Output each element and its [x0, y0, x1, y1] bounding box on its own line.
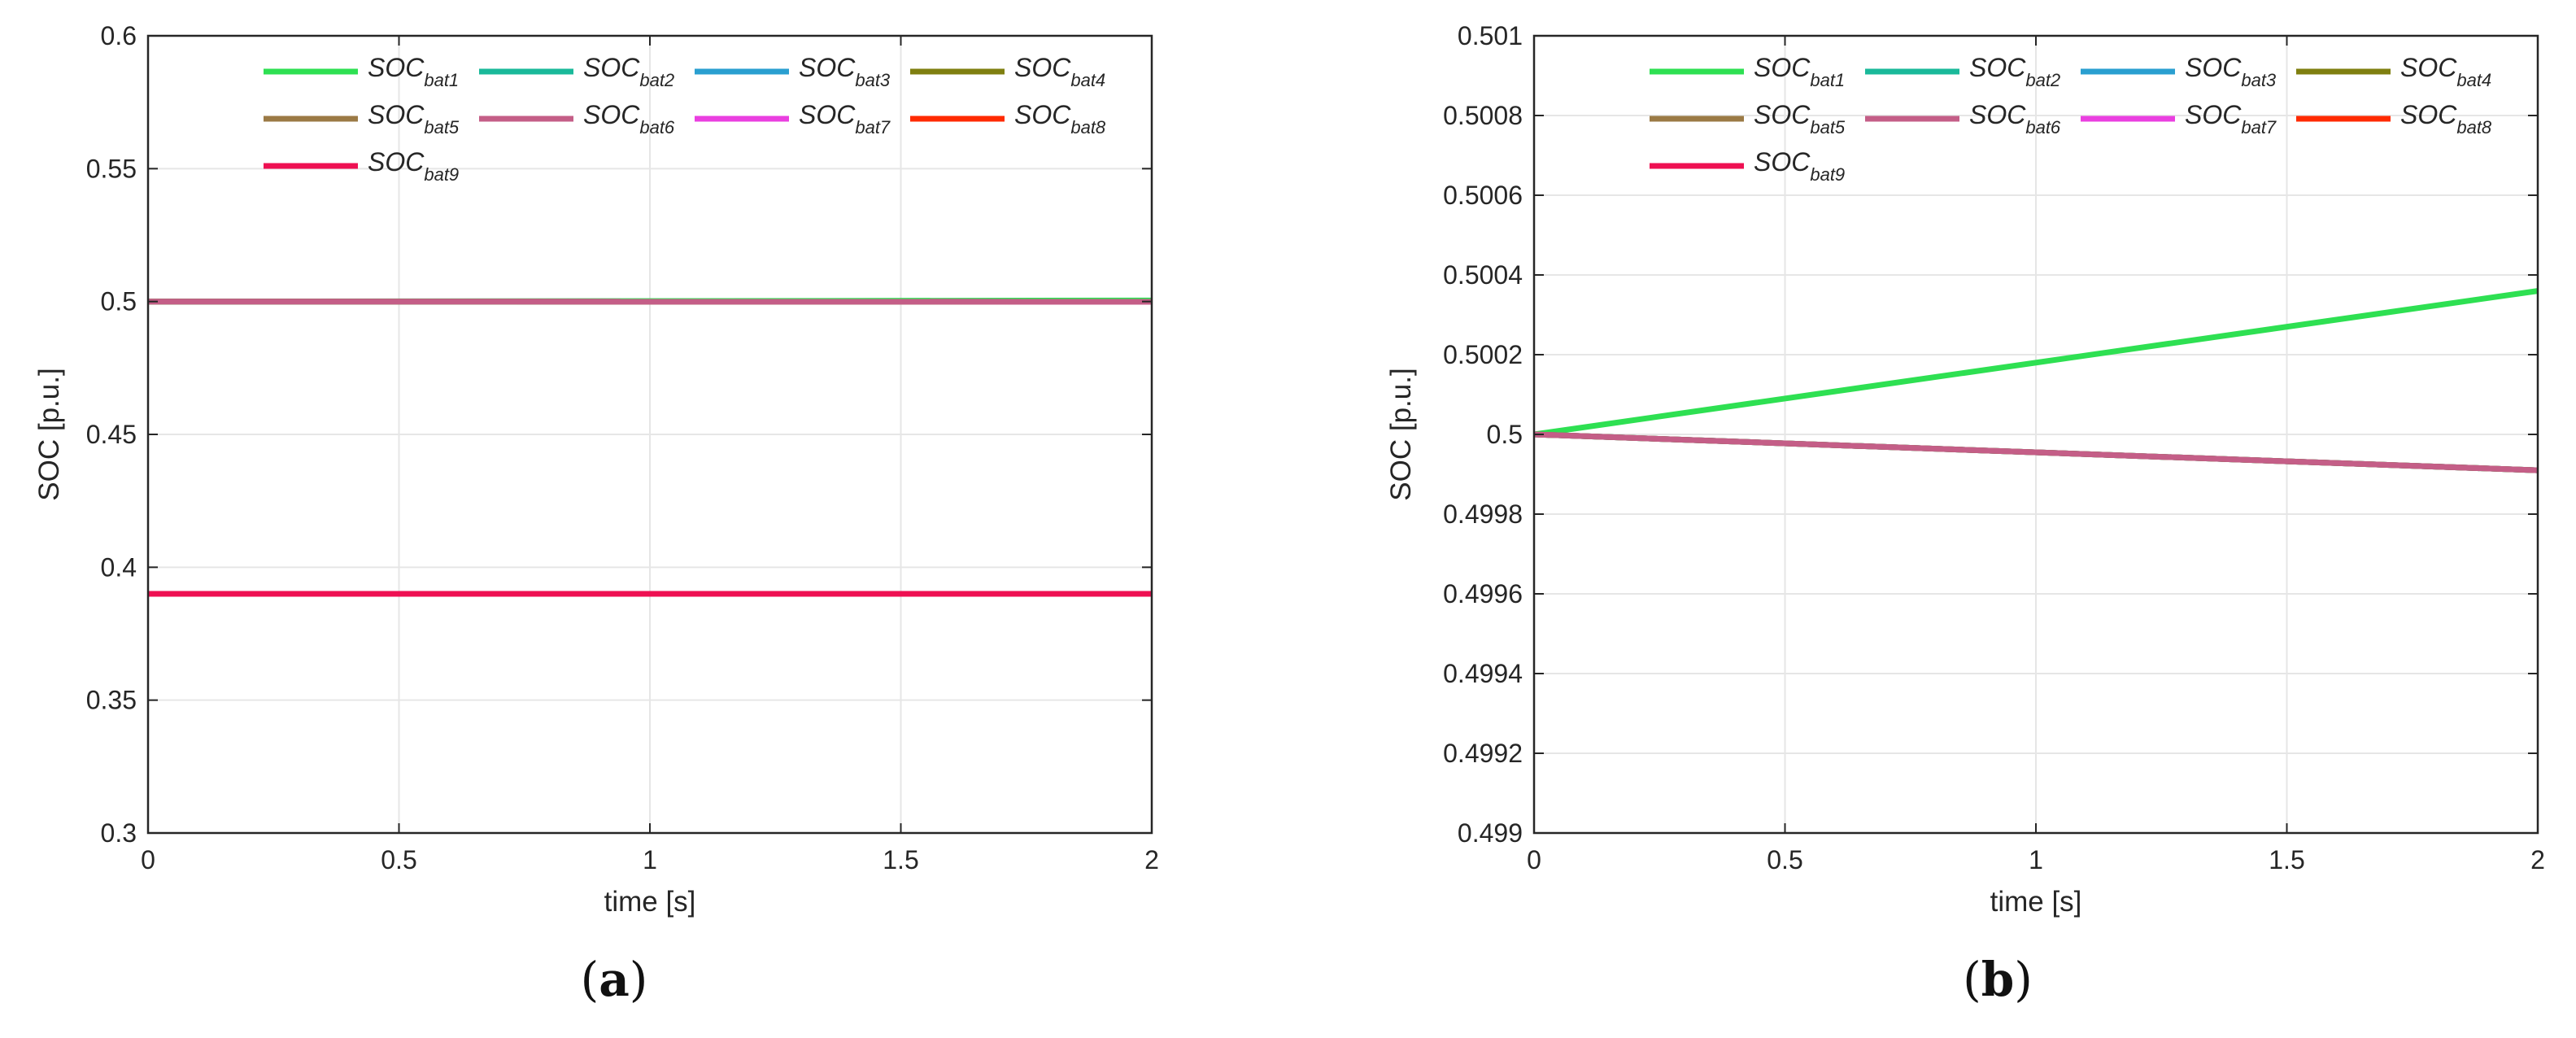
y-tick-label: 0.499	[1458, 818, 1523, 848]
y-tick-label: 0.4998	[1443, 499, 1523, 529]
y-tick-label: 0.5002	[1443, 340, 1523, 369]
x-tick-label: 2	[1144, 845, 1159, 874]
legend-subscript: bat2	[639, 70, 674, 90]
legend-subscript: bat2	[2025, 70, 2060, 90]
y-axis-label: SOC [p.u.]	[1385, 368, 1417, 500]
legend-subscript: bat5	[424, 117, 460, 137]
x-axis-label: time [s]	[604, 886, 696, 918]
legend-subscript: bat5	[1810, 117, 1846, 137]
x-tick-label: 0.5	[1767, 845, 1802, 874]
series-line-bat1	[1533, 288, 2539, 438]
panel-b: 0 0.5 1 1.5 2 0.499 0.4992 0.4994 0.4996 0.4998 0.…	[1385, 21, 2545, 1007]
legend-subscript: bat6	[639, 117, 675, 137]
x-tick-label: 1	[2029, 845, 2043, 874]
y-tick-label: 0.35	[86, 686, 137, 715]
legend-subscript: bat9	[1810, 164, 1845, 185]
y-tick-label: 0.5004	[1443, 260, 1523, 290]
y-tick-label: 0.4996	[1443, 579, 1523, 608]
x-tick-label: 2	[2530, 845, 2545, 874]
x-tick-label: 0	[141, 845, 155, 874]
y-tick-label: 0.45	[86, 420, 137, 449]
legend-subscript: bat3	[2241, 70, 2277, 90]
panel-a: 0 0.5 1 1.5 2 0.3 0.35 0.4 0.45 0.5 0.55 0.6 time [s…	[33, 21, 1159, 1007]
legend-subscript: bat1	[1810, 70, 1845, 90]
legend-subscript: bat7	[2241, 117, 2277, 137]
y-tick-label: 0.4992	[1443, 739, 1523, 768]
legend-subscript: bat9	[424, 164, 459, 185]
panel-caption: (a)	[581, 952, 648, 1007]
legend-subscript: bat1	[424, 70, 459, 90]
series-line-bat6	[1533, 431, 2539, 473]
panel-caption-letter: a	[599, 952, 630, 1007]
y-tick-label: 0.4994	[1443, 659, 1523, 688]
legend-subscript: bat8	[2456, 117, 2492, 137]
panel-caption: (b)	[1963, 952, 2033, 1007]
panel-caption-letter: b	[1981, 952, 2015, 1007]
y-tick-label: 0.3	[101, 818, 137, 848]
y-axis-label: SOC [p.u.]	[33, 368, 65, 500]
legend-subscript: bat3	[855, 70, 891, 90]
x-tick-label: 0	[1527, 845, 1541, 874]
y-tick-label: 0.5006	[1443, 181, 1523, 210]
y-tick-label: 0.5	[1487, 420, 1523, 449]
legend-subscript: bat4	[2456, 70, 2491, 90]
x-tick-label: 1.5	[883, 845, 918, 874]
x-axis-label: time [s]	[1990, 886, 2082, 918]
y-tick-label: 0.55	[86, 154, 137, 183]
y-tick-label: 0.501	[1458, 21, 1523, 50]
x-tick-label: 1	[643, 845, 657, 874]
legend-subscript: bat6	[2025, 117, 2061, 137]
y-tick-label: 0.4	[101, 552, 137, 582]
legend-subscript: bat7	[855, 117, 891, 137]
y-tick-label: 0.6	[101, 21, 137, 50]
y-tick-label: 0.5	[101, 287, 137, 316]
legend-subscript: bat4	[1070, 70, 1105, 90]
y-tick-label: 0.5008	[1443, 101, 1523, 130]
x-tick-label: 1.5	[2269, 845, 2304, 874]
legend-subscript: bat8	[1070, 117, 1106, 137]
x-tick-label: 0.5	[381, 845, 416, 874]
